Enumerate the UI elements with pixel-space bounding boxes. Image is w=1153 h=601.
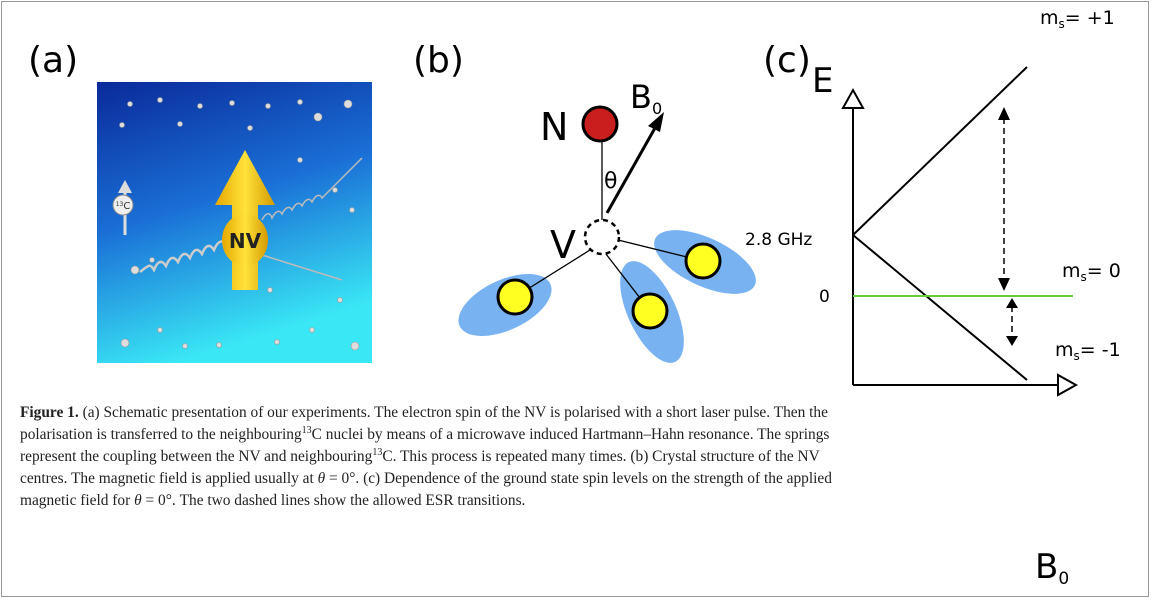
caption-sup: 13: [372, 447, 382, 458]
axis-head: [1058, 375, 1076, 395]
caption-text: magnetic field for: [20, 492, 134, 509]
caption-text: = 0°. The two dashed lines show the allo…: [142, 492, 526, 509]
caption-text: centres. The magnetic field is applied u…: [20, 470, 318, 487]
caption-text: C nuclei by means of a microwave induced…: [312, 426, 830, 443]
transition-heads: [998, 107, 1018, 346]
field-subscript: 0: [652, 99, 662, 118]
nitrogen-label: N: [540, 105, 568, 149]
carbon-symbol: C: [123, 201, 130, 212]
caption-title: Figure 1.: [20, 404, 79, 421]
axis-head: [843, 90, 863, 108]
state-value: = 0: [1087, 260, 1121, 282]
caption-text: represent the coupling between the NV an…: [20, 448, 372, 465]
nitrogen-atom: [583, 107, 617, 141]
field-label: B0: [630, 78, 662, 118]
level-minus: [853, 235, 1027, 380]
caption: Figure 1. (a) Schematic presentation of …: [20, 402, 1140, 512]
figure-panels: (a) 13C NV (b) N V θ B0 (c): [0, 0, 1153, 400]
state-label: ms= 0: [1062, 260, 1121, 284]
panel-label: (a): [28, 40, 78, 81]
caption-text: (a) Schematic presentation of our experi…: [79, 404, 828, 421]
vacancy-label: V: [550, 223, 576, 267]
state-symbol: m: [1040, 7, 1059, 29]
vacancy: [585, 220, 619, 254]
carbon-mass: 13: [116, 201, 124, 208]
state-label: ms= -1: [1055, 339, 1121, 363]
state-symbol: m: [1062, 260, 1081, 282]
figure: (a) 13C NV (b) N V θ B0 (c): [0, 0, 1153, 601]
angle-label: θ: [604, 169, 617, 194]
level-label: 2.8 GHz: [745, 230, 812, 250]
panel-label: (c): [763, 40, 811, 81]
caption-text: C. This process is repeated many times. …: [382, 448, 819, 465]
level-plus: [853, 67, 1027, 235]
caption-math: θ: [134, 492, 142, 509]
nv-label: NV: [229, 229, 262, 253]
caption-sup: 13: [302, 425, 312, 436]
state-value: = +1: [1065, 7, 1115, 29]
caption-text: polarisation is transferred to the neigh…: [20, 426, 302, 443]
state-label: ms= +1: [1040, 7, 1115, 31]
state-symbol: m: [1055, 339, 1074, 361]
energy-label: E: [812, 61, 833, 101]
panel-label: (b): [413, 40, 464, 81]
field-symbol: B: [630, 78, 652, 116]
state-value: = -1: [1080, 339, 1121, 361]
caption-text: = 0°. (c) Dependence of the ground state…: [325, 470, 832, 487]
level-label: 0: [819, 287, 830, 307]
